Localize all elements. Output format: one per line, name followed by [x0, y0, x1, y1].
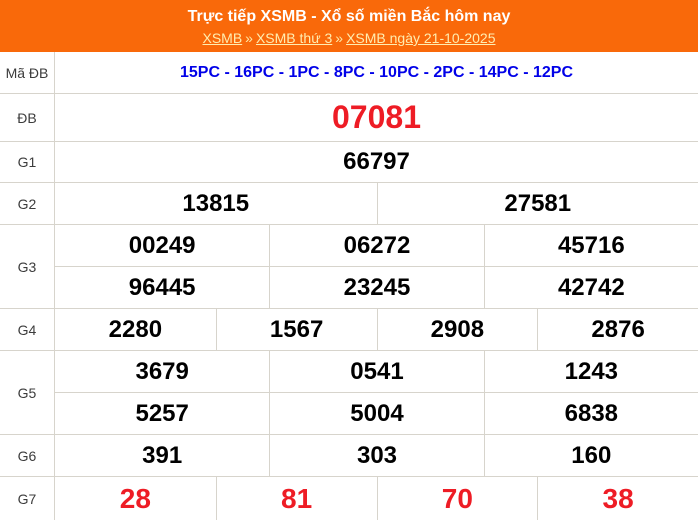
prize-cell: 1567 — [215, 309, 377, 350]
prize-row-ma-db: Mã ĐB 15PC - 16PC - 1PC - 8PC - 10PC - 2… — [0, 52, 698, 94]
row-label: Mã ĐB — [0, 52, 55, 93]
prize-cell: 81 — [215, 477, 377, 520]
prize-cell: 07081 — [332, 99, 421, 135]
prize-cell: 00249 — [128, 231, 196, 259]
page-title: Trực tiếp XSMB - Xổ số miền Bắc hôm nay — [187, 8, 511, 25]
prize-cell: 13815 — [182, 189, 250, 217]
prize-row-g6: G6 391 303 160 — [0, 435, 698, 477]
row-label: G1 — [0, 142, 55, 182]
breadcrumb-link-xsmb-ngay[interactable]: XSMB ngày 21-10-2025 — [346, 30, 496, 46]
prize-cell: 06272 — [269, 225, 483, 266]
prize-cell: 2876 — [537, 309, 698, 350]
prize-row-g5: G5 3679 0541 1243 5257 5004 6838 — [0, 351, 698, 435]
prize-row-db: ĐB 07081 — [0, 94, 698, 142]
row-label: G2 — [0, 183, 55, 224]
prize-cell: 27581 — [376, 183, 698, 224]
results-table: Mã ĐB 15PC - 16PC - 1PC - 8PC - 10PC - 2… — [0, 52, 698, 520]
prize-row-g4: G4 2280 1567 2908 2876 — [0, 309, 698, 351]
prize-row-g2: G2 13815 27581 — [0, 183, 698, 225]
prize-cell: 391 — [142, 441, 183, 469]
prize-cell: 3679 — [135, 357, 189, 385]
prize-cell: 70 — [376, 477, 538, 520]
page-header: Trực tiếp XSMB - Xổ số miền Bắc hôm nay … — [0, 0, 698, 52]
row-label: G5 — [0, 351, 55, 435]
prize-cell: 1243 — [483, 351, 698, 392]
row-label: G3 — [0, 225, 55, 309]
prize-cell: 66797 — [343, 148, 410, 175]
prize-cell: 0541 — [269, 351, 483, 392]
prize-cell: 28 — [119, 482, 151, 514]
prize-cell: 6838 — [483, 393, 698, 435]
row-label: G7 — [0, 477, 55, 520]
prize-row-g1: G1 66797 — [0, 142, 698, 183]
prize-cell: 303 — [269, 435, 483, 476]
breadcrumb-separator: » — [245, 30, 253, 46]
prize-cell: 2280 — [108, 315, 163, 343]
row-label: ĐB — [0, 94, 55, 141]
prize-cell: 96445 — [128, 274, 196, 301]
prize-row-g3: G3 00249 06272 45716 96445 23245 42742 — [0, 225, 698, 309]
prize-cell: 38 — [537, 477, 698, 520]
prize-cell: 5257 — [135, 400, 189, 427]
row-label: G6 — [0, 435, 55, 476]
breadcrumb-link-xsmb[interactable]: XSMB — [202, 30, 243, 46]
prize-cell: 23245 — [269, 267, 483, 309]
breadcrumb: XSMB» XSMB thứ 3» XSMB ngày 21-10-2025 — [0, 29, 698, 47]
prize-cell: 160 — [483, 435, 698, 476]
prize-row-g7: G7 28 81 70 38 — [0, 477, 698, 520]
prize-cell: 42742 — [483, 267, 698, 309]
prize-cell: 45716 — [483, 225, 698, 266]
breadcrumb-separator: » — [335, 30, 344, 46]
breadcrumb-link-xsmb-thu-3[interactable]: XSMB thứ 3 — [255, 30, 333, 46]
special-code-value: 15PC - 16PC - 1PC - 8PC - 10PC - 2PC - 1… — [179, 63, 574, 81]
prize-cell: 2908 — [376, 309, 538, 350]
row-label: G4 — [0, 309, 55, 350]
prize-cell: 5004 — [269, 393, 483, 435]
